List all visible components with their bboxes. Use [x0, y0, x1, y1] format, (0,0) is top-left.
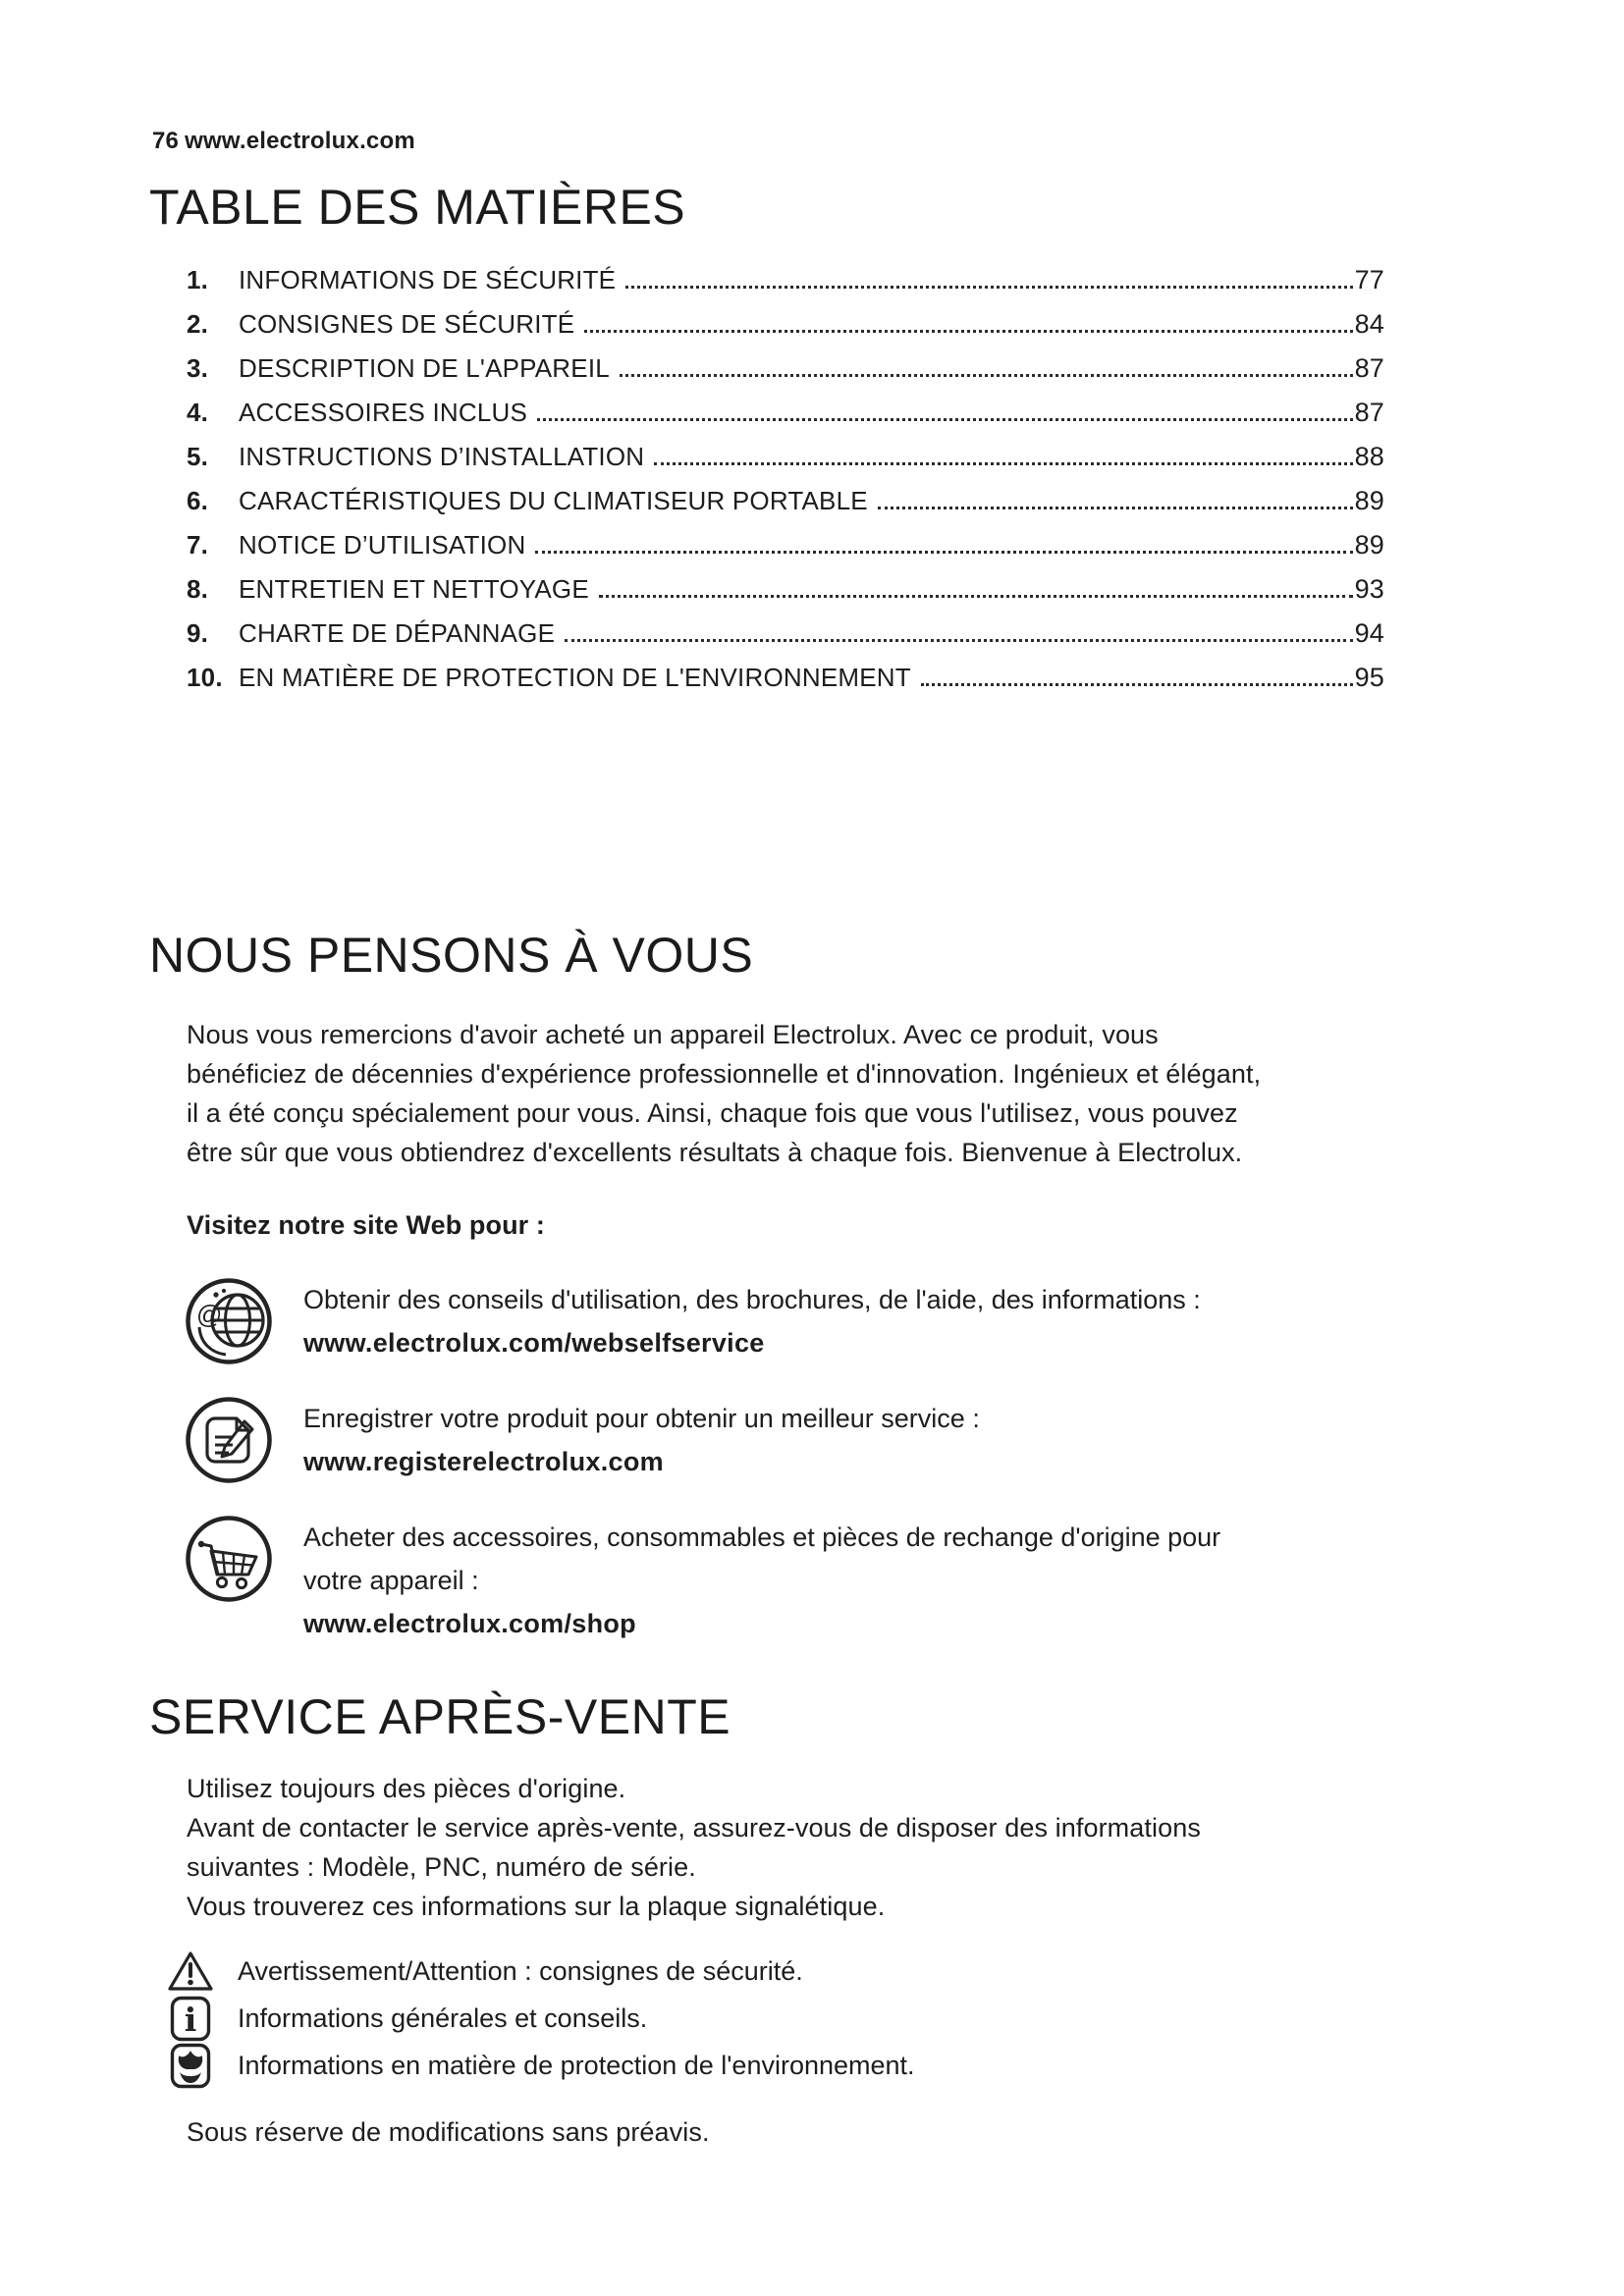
toc-entry-label: CARACTÉRISTIQUES DU CLIMATISEUR PORTABLE	[239, 486, 868, 515]
legend-notes: Avertissement/Attention : consignes de s…	[165, 1948, 915, 2089]
dot-leader	[535, 551, 1353, 554]
globe-at-icon: @	[184, 1276, 274, 1366]
dot-leader	[598, 595, 1353, 598]
toc-entry-label: EN MATIÈRE DE PROTECTION DE L'ENVIRONNEM…	[239, 663, 911, 692]
paragraph-line: être sûr que vous obtiendrez d'excellent…	[187, 1138, 1243, 1167]
toc-entry-page: 93	[1354, 574, 1384, 604]
table-of-contents: 1. INFORMATIONS DE SÉCURITÉ 77 2. CONSIGNES…	[187, 251, 1384, 693]
dot-leader	[877, 507, 1353, 509]
svg-text:@: @	[196, 1300, 222, 1329]
page-number: 76	[152, 128, 180, 154]
toc-entry-label: CONSIGNES DE SÉCURITÉ	[239, 309, 575, 339]
toc-entry-page: 89	[1354, 530, 1384, 560]
toc-row: 1. INFORMATIONS DE SÉCURITÉ 77	[187, 251, 1384, 295]
toc-entry-label: ACCESSOIRES INCLUS	[239, 398, 528, 427]
warning-triangle-icon	[165, 1949, 216, 1994]
dot-leader	[584, 330, 1353, 333]
toc-entry-label: INSTRUCTIONS D’INSTALLATION	[239, 442, 645, 471]
note-text: Avertissement/Attention : consignes de s…	[238, 1955, 803, 1986]
paragraph-line: Avant de contacter le service après-vent…	[187, 1813, 1201, 1842]
toc-entry-page: 87	[1354, 398, 1384, 427]
register-product-row: Enregistrer votre produit pour obtenir u…	[184, 1395, 980, 1485]
register-text: Enregistrer votre produit pour obtenir u…	[303, 1404, 980, 1433]
toc-entry-number: 7.	[187, 530, 209, 560]
info-icon: i	[165, 1996, 216, 2042]
toc-entry-page: 77	[1354, 265, 1384, 294]
toc-entry-number: 1.	[187, 265, 209, 294]
shop-text-line: Acheter des accessoires, consommables et…	[303, 1522, 1221, 1552]
paragraph-line: Vous trouverez ces informations sur la p…	[187, 1892, 886, 1921]
shopping-cart-icon	[184, 1514, 274, 1645]
environment-note-row: Informations en matière de protection de…	[165, 2042, 915, 2089]
paragraph-line: Utilisez toujours des pièces d'origine.	[187, 1774, 626, 1803]
info-note-row: i Informations générales et conseils.	[165, 1995, 915, 2042]
toc-entry-page: 95	[1354, 663, 1384, 692]
web-service-row: @ Obtenir des conseils d'utilisation, de…	[184, 1276, 1201, 1366]
toc-entry-page: 84	[1354, 309, 1384, 339]
register-url[interactable]: www.registerelectrolux.com	[303, 1447, 664, 1476]
note-text: Informations en matière de protection de…	[238, 2050, 915, 2080]
toc-row: 10. EN MATIÈRE DE PROTECTION DE L'ENVIRON…	[187, 649, 1384, 693]
toc-entry-number: 10.	[187, 663, 223, 692]
toc-entry-page: 87	[1354, 353, 1384, 383]
modifications-notice: Sous réserve de modifications sans préav…	[187, 2117, 710, 2147]
toc-row: 9. CHARTE DE DÉPANNAGE 94	[187, 605, 1384, 649]
site-url: www.electrolux.com	[185, 128, 415, 154]
dot-leader	[920, 683, 1353, 686]
web-service-url[interactable]: www.electrolux.com/webselfservice	[303, 1328, 765, 1358]
dot-leader	[654, 462, 1353, 465]
note-text: Informations générales et conseils.	[238, 2002, 648, 2033]
we-think-of-you-title: NOUS PENSONS À VOUS	[149, 928, 754, 983]
toc-entry-label: CHARTE DE DÉPANNAGE	[239, 618, 556, 648]
running-header: 76 www.electrolux.com	[152, 128, 421, 155]
after-sales-paragraph: Utilisez toujours des pièces d'origine. …	[187, 1769, 1201, 1926]
toc-row: 3. DESCRIPTION DE L'APPAREIL 87	[187, 340, 1384, 384]
toc-entry-number: 4.	[187, 398, 209, 427]
toc-row: 8. ENTRETIEN ET NETTOYAGE 93	[187, 561, 1384, 605]
toc-row: 4. ACCESSOIRES INCLUS 87	[187, 384, 1384, 428]
intro-paragraph: Nous vous remercions d'avoir acheté un a…	[187, 1015, 1261, 1172]
environment-flower-icon	[165, 2043, 216, 2089]
visit-website-label: Visitez notre site Web pour :	[187, 1210, 545, 1240]
paragraph-line: suivantes : Modèle, PNC, numéro de série…	[187, 1852, 696, 1882]
paragraph-line: Nous vous remercions d'avoir acheté un a…	[187, 1020, 1159, 1049]
dot-leader	[625, 286, 1353, 289]
toc-entry-label: INFORMATIONS DE SÉCURITÉ	[239, 265, 617, 294]
toc-entry-page: 89	[1354, 486, 1384, 515]
toc-row: 6. CARACTÉRISTIQUES DU CLIMATISEUR PORTAB…	[187, 472, 1384, 516]
toc-row: 7. NOTICE D’UTILISATION 89	[187, 516, 1384, 561]
toc-row: 5. INSTRUCTIONS D’INSTALLATION 88	[187, 428, 1384, 472]
toc-entry-page: 88	[1354, 442, 1384, 471]
toc-entry-label: DESCRIPTION DE L'APPAREIL	[239, 353, 610, 383]
web-service-text: Obtenir des conseils d'utilisation, des …	[303, 1285, 1201, 1314]
shop-text-line: votre appareil :	[303, 1566, 479, 1595]
svg-text:i: i	[185, 2001, 197, 2039]
toc-entry-number: 3.	[187, 353, 209, 383]
after-sales-title: SERVICE APRÈS-VENTE	[149, 1689, 731, 1744]
dot-leader	[565, 639, 1353, 642]
toc-entry-number: 9.	[187, 618, 209, 648]
toc-entry-number: 8.	[187, 574, 209, 604]
toc-entry-number: 2.	[187, 309, 209, 339]
toc-entry-number: 6.	[187, 486, 209, 515]
toc-row: 2. CONSIGNES DE SÉCURITÉ 84	[187, 295, 1384, 340]
toc-entry-number: 5.	[187, 442, 209, 471]
dot-leader	[537, 418, 1353, 421]
warning-note-row: Avertissement/Attention : consignes de s…	[165, 1948, 915, 1995]
paragraph-line: bénéficiez de décennies d'expérience pro…	[187, 1059, 1262, 1089]
shop-url[interactable]: www.electrolux.com/shop	[303, 1609, 636, 1638]
shop-row: Acheter des accessoires, consommables et…	[184, 1514, 1220, 1645]
toc-entry-label: ENTRETIEN ET NETTOYAGE	[239, 574, 589, 604]
dot-leader	[619, 374, 1353, 377]
register-document-icon	[184, 1395, 274, 1485]
paragraph-line: il a été conçu spécialement pour vous. A…	[187, 1098, 1238, 1128]
toc-entry-label: NOTICE D’UTILISATION	[239, 530, 526, 560]
toc-title: TABLE DES MATIÈRES	[149, 180, 686, 235]
toc-entry-page: 94	[1354, 618, 1384, 648]
